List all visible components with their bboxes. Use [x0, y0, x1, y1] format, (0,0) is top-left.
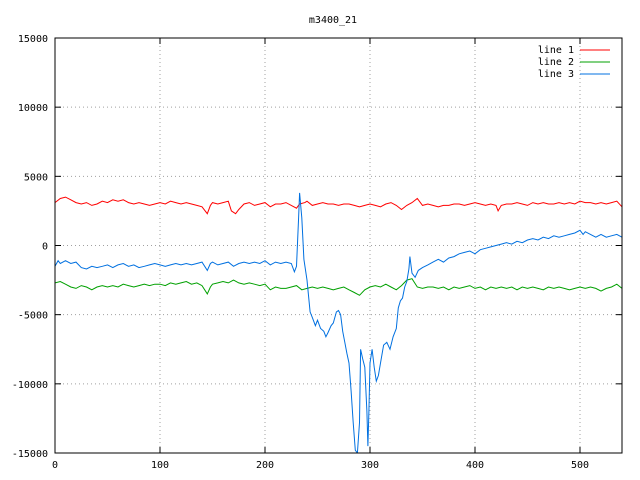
legend-label-1: line 1 — [538, 45, 574, 56]
series-line-3 — [55, 192, 622, 453]
x-tick-label: 0 — [52, 460, 58, 471]
y-tick-label: 15000 — [18, 34, 48, 45]
series-group — [55, 192, 622, 453]
grid-lines — [55, 38, 622, 453]
x-tick-label: 500 — [571, 460, 589, 471]
axis-ticks: 0 100 200 300 400 500 -15000 -10000 -5000 0 5000 10… — [12, 34, 622, 471]
series-line-1 — [55, 196, 622, 215]
x-tick-label: 100 — [151, 460, 169, 471]
y-tick-label: -10000 — [12, 380, 48, 391]
x-tick-label: 200 — [256, 460, 274, 471]
y-tick-label: 10000 — [18, 103, 48, 114]
x-tick-label: 300 — [361, 460, 379, 471]
legend-label-3: line 3 — [538, 69, 574, 80]
chart-title: m3400_21 — [309, 15, 357, 26]
y-tick-label: -5000 — [18, 311, 48, 322]
plot-frame — [54, 37, 623, 454]
y-tick-label: -15000 — [12, 449, 48, 460]
y-tick-label: 5000 — [24, 172, 48, 183]
series-line-2 — [55, 278, 622, 296]
legend-label-2: line 2 — [538, 57, 574, 68]
y-tick-label: 0 — [42, 242, 48, 253]
x-tick-label: 400 — [466, 460, 484, 471]
